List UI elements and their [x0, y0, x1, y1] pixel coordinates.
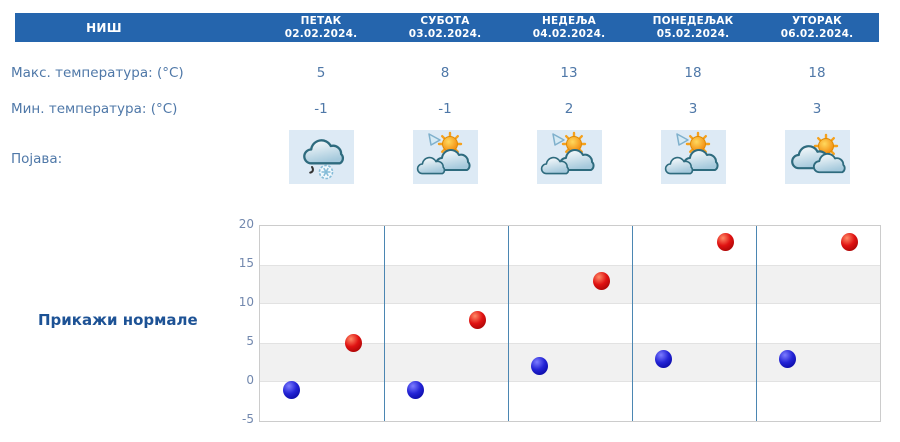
- station-name: НИШ: [86, 20, 122, 35]
- min-temp-point: [282, 380, 300, 399]
- max-temp-point: [717, 232, 735, 251]
- max-temp-value: 8: [440, 65, 450, 81]
- sun-behind-cloud-icon: [784, 130, 850, 184]
- day-header-friday: ПЕТАК 02.02.2024.: [259, 15, 383, 40]
- day-date: 05.02.2024.: [656, 27, 730, 40]
- day-separator-line: [383, 226, 385, 421]
- max-temp-point: [345, 334, 363, 352]
- max-temp-point: [593, 271, 611, 290]
- y-axis-tick-label: -5: [242, 412, 254, 426]
- max-temp-point: [469, 310, 487, 329]
- phenomena-icons: [259, 130, 879, 184]
- sun-clouds-icon: [536, 130, 602, 184]
- min-temp-value: 3: [688, 101, 698, 117]
- min-temp-value: -1: [314, 101, 328, 117]
- min-temp-value: 2: [564, 101, 574, 117]
- min-temp-values: -1 -1 2 3 3: [259, 101, 879, 117]
- y-axis-tick-label: 10: [238, 295, 254, 309]
- day-header-tuesday: УТОРАК 06.02.2024.: [755, 15, 879, 40]
- day-separator-line: [755, 226, 757, 421]
- max-temp-row-label: Макс. температура: (°C): [11, 65, 184, 81]
- max-temp-value: 18: [808, 65, 826, 81]
- min-temp-row-label: Мин. температура: (°C): [11, 101, 178, 117]
- min-temp-value: -1: [438, 101, 452, 117]
- day-date: 02.02.2024.: [284, 27, 358, 40]
- day-header-sunday: НЕДЕЉА 04.02.2024.: [507, 15, 631, 40]
- sleet-cloud-icon: [288, 130, 354, 184]
- day-name: УТОРАК: [792, 15, 842, 27]
- temperature-chart: [259, 225, 881, 422]
- min-temp-value: 3: [812, 101, 822, 117]
- min-temp-point: [778, 349, 796, 368]
- chart-y-axis: 20 15 10 5 0 -5: [224, 217, 254, 426]
- max-temp-value: 5: [316, 65, 326, 81]
- y-axis-tick-label: 0: [246, 373, 254, 387]
- y-axis-tick-label: 5: [246, 334, 254, 348]
- day-date: 03.02.2024.: [408, 27, 482, 40]
- day-name: СУБОТА: [420, 15, 470, 27]
- sun-clouds-icon: [660, 130, 726, 184]
- day-date: 04.02.2024.: [532, 27, 606, 40]
- chart-band: [260, 265, 880, 304]
- day-header-saturday: СУБОТА 03.02.2024.: [383, 15, 507, 40]
- max-temp-point: [841, 232, 859, 251]
- chart-band: [260, 343, 880, 382]
- day-name: НЕДЕЉА: [542, 15, 596, 27]
- sun-clouds-icon: [412, 130, 478, 184]
- show-normals-link[interactable]: Прикажи нормале: [38, 311, 198, 329]
- max-temp-value: 18: [684, 65, 702, 81]
- y-axis-tick-label: 15: [238, 256, 254, 270]
- min-temp-point: [406, 380, 424, 399]
- day-date: 06.02.2024.: [780, 27, 854, 40]
- phenomena-row-label: Појава:: [11, 151, 63, 167]
- min-temp-point: [530, 357, 548, 376]
- day-separator-line: [507, 226, 509, 421]
- y-axis-tick-label: 20: [238, 217, 254, 231]
- max-temp-value: 13: [560, 65, 578, 81]
- min-temp-point: [654, 349, 672, 368]
- day-name: ПОНЕДЕЉАК: [652, 15, 734, 27]
- day-separator-line: [631, 226, 633, 421]
- max-temp-values: 5 8 13 18 18: [259, 65, 879, 81]
- day-header-monday: ПОНЕДЕЉАК 05.02.2024.: [631, 15, 755, 40]
- forecast-table-header: НИШ ПЕТАК 02.02.2024. СУБОТА 03.02.2024.…: [15, 13, 879, 42]
- day-name: ПЕТАК: [300, 15, 342, 27]
